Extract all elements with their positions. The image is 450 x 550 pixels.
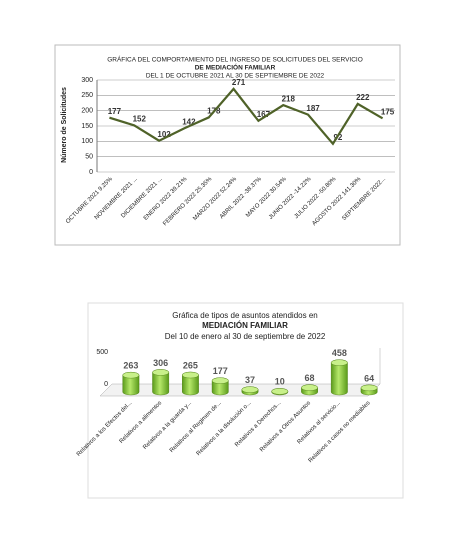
x-tick-label: JULIO 2022 -50.80% — [294, 176, 338, 220]
bar-top — [301, 384, 318, 391]
x-tick-label: Relativos a la guarda y... — [142, 400, 193, 451]
data-label: 177 — [108, 107, 122, 116]
x-tick-label: ENERO 2022 39.21% — [143, 176, 189, 222]
x-tick-label: ABRIL 2022 -38.37% — [219, 176, 263, 220]
data-label: 187 — [306, 104, 320, 113]
data-label: 458 — [332, 348, 347, 358]
data-label: 222 — [356, 93, 370, 102]
bar-top — [360, 384, 378, 392]
chart-title: Gráfica de tipos de asuntos atendidos en — [172, 311, 317, 320]
data-label: 306 — [153, 358, 168, 368]
y-axis-label: Número de Solicitudes — [61, 87, 68, 163]
bar-top — [122, 371, 140, 379]
data-label: 177 — [213, 366, 228, 376]
bar-top — [271, 388, 289, 395]
data-label: 218 — [282, 94, 296, 103]
data-label: 265 — [183, 360, 198, 370]
chart-subtitle: MEDIACIÓN FAMILIAR — [202, 321, 288, 330]
data-label: 37 — [245, 375, 255, 385]
y-tick-label: 200 — [81, 108, 93, 115]
data-label: 263 — [123, 361, 138, 371]
x-tick-label: Relativos al Regimen de... — [169, 400, 223, 454]
bar-top — [330, 359, 348, 366]
x-tick-label: AGOSTO 2022 141.30% — [311, 176, 362, 227]
data-label: 167 — [257, 110, 271, 119]
x-tick-label: Relativos a Otros Asuntos — [259, 400, 312, 453]
x-tick-label: MARZO 2022 52.24% — [192, 176, 238, 222]
x-tick-label: SEPTIEMBRE 2022... — [341, 176, 387, 222]
data-label: 142 — [182, 118, 196, 127]
bar-top — [152, 369, 170, 376]
x-tick-label: Relativos a los Efectos del... — [76, 400, 134, 458]
x-tick-label: FEBRERO 2022 25.35% — [162, 176, 213, 227]
bar-top — [211, 377, 229, 384]
data-label: 152 — [133, 114, 147, 123]
x-tick-label: NOVIEMBRE 2021 ... — [94, 176, 139, 221]
y-tick-label: 300 — [81, 77, 93, 84]
data-label: 175 — [381, 107, 395, 116]
y-tick-label: 50 — [85, 154, 93, 161]
line-series — [109, 87, 384, 146]
bar-top — [182, 371, 199, 379]
chart-period: Del 10 de enero al 30 de septiembre de 2… — [165, 332, 326, 341]
data-label: 10 — [275, 377, 285, 387]
chart-title: GRÁFICA DEL COMPORTAMIENTO DEL INGRESO D… — [107, 55, 363, 64]
data-label: 64 — [364, 373, 374, 383]
data-label: 102 — [157, 130, 171, 139]
data-label: 68 — [305, 373, 315, 383]
chart-frame — [54, 44, 401, 246]
y-tick-label: 0 — [89, 169, 93, 176]
y-tick-label: 0 — [104, 381, 108, 388]
chart-period: DEL 1 DE OCTUBRE 2021 AL 30 DE SEPTIEMBR… — [146, 73, 325, 80]
bar-top — [241, 386, 259, 393]
x-tick-label: Relativos a casos no mediables — [308, 400, 372, 464]
y-tick-label: 500 — [96, 349, 108, 356]
y-tick-label: 100 — [81, 138, 93, 145]
y-tick-label: 150 — [81, 123, 93, 130]
x-tick-label: JUNIO 2022 -14.22% — [268, 176, 313, 221]
chart-frame — [87, 302, 404, 499]
x-tick-label: OCTUBRE 2021 9.25% — [65, 176, 114, 225]
data-label: 271 — [232, 78, 246, 87]
x-tick-label: Relativos a la disolución o... — [196, 400, 253, 457]
y-tick-label: 250 — [81, 92, 93, 99]
chart-subtitle: DE MEDIACIÓN FAMILIAR — [195, 63, 276, 72]
